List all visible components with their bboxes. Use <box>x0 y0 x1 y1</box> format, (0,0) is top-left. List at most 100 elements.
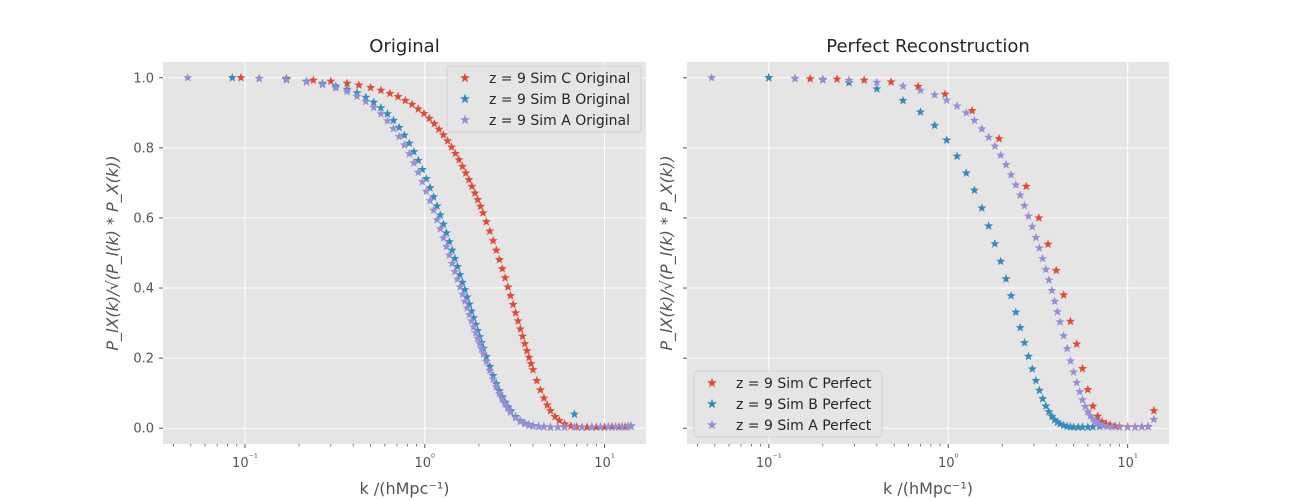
data-point <box>1021 181 1031 191</box>
data-point <box>505 407 516 416</box>
data-point <box>1044 406 1054 416</box>
data-point <box>617 421 627 431</box>
data-point <box>438 233 448 242</box>
data-point <box>432 201 442 210</box>
data-point <box>569 422 580 432</box>
data-point <box>394 131 404 141</box>
data-point <box>1052 307 1062 316</box>
data-point <box>1107 422 1117 431</box>
data-point <box>872 84 882 93</box>
data-point <box>393 91 403 101</box>
data-point <box>790 73 800 83</box>
data-point <box>438 130 448 139</box>
data-point <box>394 122 404 132</box>
data-point <box>457 277 468 287</box>
data-point <box>481 217 491 226</box>
data-point <box>553 422 563 432</box>
legend-label: z = 9 Sim B Perfect <box>736 397 872 413</box>
data-point <box>413 167 423 177</box>
data-point <box>1069 422 1079 432</box>
data-point <box>1075 386 1085 396</box>
data-point <box>450 253 460 263</box>
data-point <box>545 405 556 415</box>
data-point <box>996 150 1006 160</box>
x-tick-label: 10⁰ <box>414 453 435 471</box>
chart-title: Original <box>369 36 439 57</box>
data-point <box>441 241 452 251</box>
legend-marker <box>460 114 470 125</box>
data-point <box>930 90 940 99</box>
data-point <box>460 296 470 306</box>
data-point <box>600 422 610 432</box>
data-point <box>1083 384 1093 394</box>
data-point <box>1034 243 1044 252</box>
data-point <box>1015 190 1025 200</box>
data-point <box>524 352 534 362</box>
data-point <box>413 155 423 165</box>
data-point <box>1088 414 1098 423</box>
legend-marker <box>707 377 717 388</box>
data-point <box>485 365 495 375</box>
data-point <box>450 148 460 158</box>
data-point <box>515 416 525 426</box>
data-point <box>326 76 336 86</box>
data-point <box>425 195 435 205</box>
data-point <box>466 306 477 316</box>
data-point <box>539 393 549 402</box>
data-point <box>520 338 530 348</box>
data-point <box>952 101 962 111</box>
data-point <box>500 399 510 408</box>
data-point <box>366 82 376 92</box>
data-point <box>522 345 532 355</box>
data-point <box>1050 415 1060 424</box>
data-point <box>872 77 882 87</box>
data-point <box>1059 290 1069 299</box>
data-point <box>481 356 491 366</box>
data-point <box>977 203 987 213</box>
data-point <box>1098 420 1108 430</box>
data-point <box>413 104 423 113</box>
data-point <box>450 266 460 276</box>
legend-label: z = 9 Sim C Perfect <box>736 376 872 392</box>
data-point <box>961 168 971 177</box>
data-point <box>432 214 442 224</box>
data-point <box>626 420 636 430</box>
data-point <box>1105 420 1115 429</box>
data-point <box>473 333 483 343</box>
data-point <box>464 174 474 184</box>
data-point <box>457 289 468 299</box>
data-point <box>1055 419 1065 428</box>
data-point <box>503 403 513 413</box>
data-point <box>952 151 962 161</box>
data-point <box>940 89 950 99</box>
data-point <box>485 226 495 236</box>
data-point <box>475 338 485 348</box>
legend-marker <box>460 93 470 104</box>
data-point <box>469 313 479 322</box>
data-point <box>466 316 477 325</box>
data-point <box>497 394 507 404</box>
data-point <box>388 123 399 133</box>
data-point <box>1083 406 1093 416</box>
data-point <box>520 419 530 428</box>
data-point <box>471 319 481 329</box>
data-point <box>462 303 472 312</box>
data-point <box>1077 422 1088 432</box>
data-point <box>1051 265 1061 275</box>
data-point <box>832 74 842 84</box>
data-point <box>1072 377 1082 387</box>
data-point <box>404 149 414 158</box>
data-point <box>443 136 453 145</box>
data-point <box>361 96 371 106</box>
data-point <box>805 74 815 83</box>
data-point <box>419 108 429 118</box>
data-point <box>915 85 925 95</box>
data-point <box>227 72 237 82</box>
data-point <box>984 132 994 142</box>
data-point <box>369 97 379 107</box>
data-point <box>1088 422 1098 431</box>
data-point <box>342 78 352 88</box>
data-point <box>457 161 468 171</box>
data-point <box>1034 213 1044 222</box>
data-point <box>1059 330 1069 340</box>
